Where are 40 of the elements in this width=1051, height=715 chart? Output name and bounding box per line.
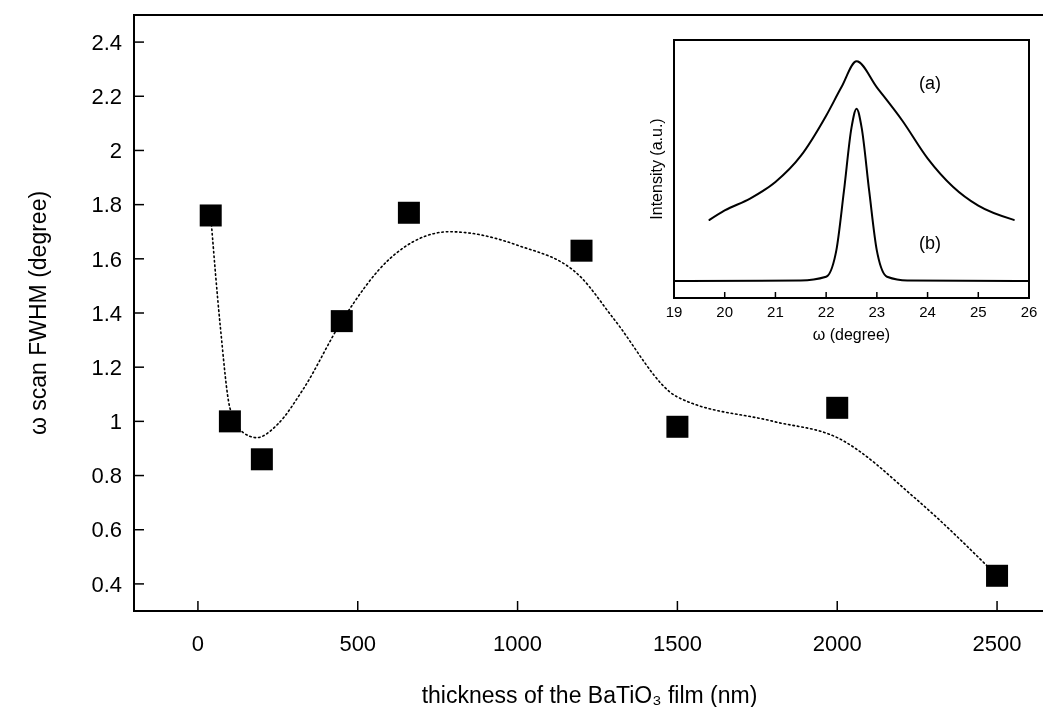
x-tick-label: 24 <box>919 303 936 320</box>
x-axis-title: thickness of the BaTiO₃ film (nm) <box>421 682 758 708</box>
x-tick-label: 25 <box>969 303 987 320</box>
x-tick-label: 0 <box>191 631 205 656</box>
y-tick-label: 1.4 <box>91 300 122 326</box>
x-tick-label: 1500 <box>652 631 702 656</box>
x-tick-label: 2500 <box>972 631 1022 656</box>
annotation: (b) <box>918 232 941 253</box>
point <box>826 396 849 419</box>
y-tick-label: 2 <box>109 138 122 164</box>
y-tick-label: 1.6 <box>91 246 122 272</box>
x-tick-label: 26 <box>1020 303 1038 320</box>
y-tick-label: 2.2 <box>91 83 122 109</box>
y-tick-label: 1.8 <box>91 192 122 218</box>
x-tick-label: 20 <box>716 303 734 320</box>
point <box>330 310 353 333</box>
x-tick-label: 19 <box>665 303 683 320</box>
point <box>397 201 420 224</box>
y-tick-label: 0.8 <box>91 463 122 489</box>
y-axis-title: Intensity (a.u.) <box>648 118 665 220</box>
point <box>986 564 1009 587</box>
x-axis-title: ω (degree) <box>812 326 891 343</box>
point <box>218 410 241 433</box>
y-tick-label: 1 <box>109 409 122 435</box>
y-tick-label: 2.4 <box>91 29 122 55</box>
x-tick-label: 1000 <box>493 631 543 656</box>
x-tick-label: 500 <box>339 631 377 656</box>
point <box>666 415 689 438</box>
point <box>199 204 222 227</box>
y-tick-label: 0.6 <box>91 517 122 543</box>
y-tick-label: 1.2 <box>91 354 122 380</box>
y-tick-label: 0.4 <box>91 571 122 597</box>
annotation: (a) <box>918 72 941 93</box>
point <box>250 448 273 471</box>
point <box>570 239 593 262</box>
x-tick-label: 22 <box>817 303 835 320</box>
x-tick-label: 2000 <box>812 631 862 656</box>
x-tick-label: 21 <box>767 303 784 320</box>
x-tick-label: 23 <box>868 303 886 320</box>
y-axis-title: ω scan FWHM (degree) <box>25 190 51 436</box>
